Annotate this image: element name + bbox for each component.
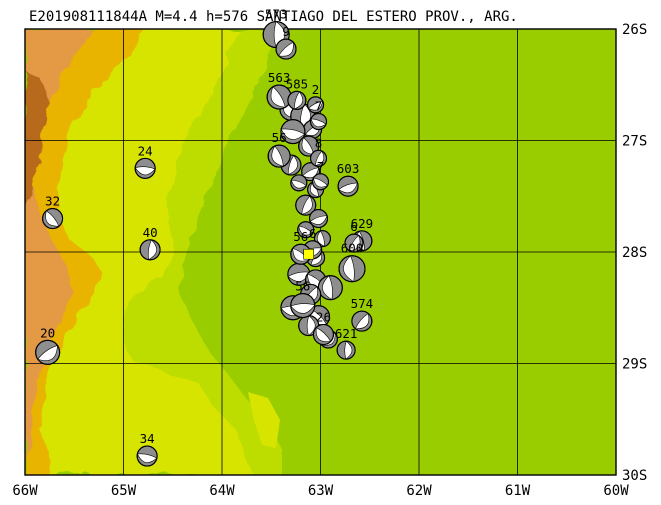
- beachball-outline: [136, 445, 158, 467]
- beachball: [267, 144, 291, 168]
- beachball-outline: [312, 323, 335, 346]
- beachball-outline: [290, 292, 316, 319]
- mechanism-label: 8: [315, 135, 323, 150]
- mechanism-label: 56: [295, 279, 310, 294]
- lon-tick-label: 64W: [209, 483, 235, 499]
- lat-tick-label: 30S: [622, 468, 647, 484]
- mechanism-label: 9: [282, 24, 290, 39]
- lon-tick-label: 65W: [111, 483, 137, 499]
- map-frame: [24, 28, 617, 476]
- lat-tick-label: 27S: [622, 134, 647, 150]
- beachball: [297, 221, 315, 239]
- beachball-outline: [309, 149, 328, 167]
- beachball: [311, 173, 330, 191]
- mechanism-label: 56: [272, 130, 287, 145]
- mechanism-label: 26: [316, 310, 331, 325]
- lon-tick-label: 61W: [505, 483, 531, 499]
- beachball: [337, 175, 359, 197]
- beachball-outline: [35, 339, 61, 365]
- beachball-outline: [295, 194, 317, 216]
- beachball-outline: [134, 157, 156, 179]
- mechanism-label: 585: [286, 76, 309, 91]
- mechanism-label: 573: [265, 7, 288, 22]
- mechanism-label: 7: [317, 159, 325, 174]
- beachball: [35, 339, 61, 365]
- beachball-outline: [338, 255, 366, 283]
- mechanism-label: 603: [337, 161, 360, 176]
- beachball: [309, 149, 328, 167]
- mechanism-label: 32: [45, 194, 60, 209]
- mechanism-label: 24: [138, 143, 153, 158]
- beachball: [307, 96, 325, 114]
- beachball-outline: [336, 340, 356, 360]
- beachball-outline: [267, 144, 291, 168]
- beachball: [338, 255, 366, 283]
- mechanism-label: 6: [350, 219, 358, 234]
- beachball-outline: [287, 90, 307, 110]
- beachball: [351, 310, 373, 332]
- beachball-outline: [42, 208, 64, 230]
- beachball-outline: [311, 173, 330, 191]
- beachball-outline: [351, 310, 373, 332]
- lat-tick-label: 26S: [622, 22, 647, 38]
- peak-area: [25, 70, 48, 210]
- beachball-outline: [297, 221, 315, 239]
- beachball: [280, 119, 306, 145]
- mechanism-label: 600: [341, 241, 364, 256]
- mechanism-label: 34: [140, 431, 155, 446]
- lon-tick-label: 66W: [12, 483, 38, 499]
- beachball-outline: [275, 38, 297, 60]
- beachball: [290, 174, 308, 192]
- beachball-outline: [301, 162, 321, 182]
- axis-labels: 66W 65W 64W 63W 62W 61W 60W 26S 27S 28S 29S 30S: [12, 22, 647, 499]
- mechanism-label: 6: [309, 226, 317, 241]
- beachball-outline: [139, 239, 161, 261]
- lat-tick-label: 29S: [622, 357, 647, 373]
- beachball: [275, 38, 297, 60]
- beachball: [134, 157, 156, 179]
- beachball: [42, 208, 64, 230]
- mechanism-label: 20: [40, 325, 55, 340]
- beachball: [298, 135, 320, 157]
- beachball: [139, 239, 161, 261]
- beachball-outline: [308, 209, 329, 229]
- event-marker: [303, 248, 314, 260]
- lon-tick-label: 62W: [406, 483, 432, 499]
- map-title: E201908111844A M=4.4 h=576 SANTIAGO DEL …: [29, 9, 518, 25]
- beachball: [136, 445, 158, 467]
- beachball-outline: [280, 119, 306, 145]
- lon-tick-label: 63W: [308, 483, 334, 499]
- beachball: [290, 292, 316, 319]
- beachball: [344, 233, 364, 253]
- mechanism-label: 56: [293, 229, 308, 244]
- beachball-outline: [313, 230, 332, 248]
- mechanism-label: 2: [312, 82, 320, 97]
- mechanism-label: 574: [351, 296, 374, 311]
- beachball: [308, 209, 329, 229]
- mechanism-label: 563: [268, 70, 291, 85]
- beachball-outline: [309, 112, 328, 131]
- beachball: [312, 323, 335, 346]
- mechanism-label: 629: [351, 216, 374, 231]
- beachball-outline: [298, 135, 320, 157]
- beachball: [317, 275, 343, 301]
- beachball: [336, 340, 356, 360]
- mechanism-label: 7: [315, 99, 323, 114]
- lon-tick-label: 60W: [603, 483, 629, 499]
- mechanism-label: 621: [335, 326, 358, 341]
- beachball-outline: [344, 233, 364, 253]
- beachball-outline: [307, 96, 325, 114]
- beachball-outline: [337, 175, 359, 197]
- mechanism-label: 40: [143, 225, 158, 240]
- beachball: [287, 90, 307, 110]
- upland-pocket-south: [248, 392, 280, 448]
- beachball-outline: [290, 174, 308, 192]
- lat-tick-label: 28S: [622, 245, 647, 261]
- beachball: [309, 112, 328, 131]
- beachball: [295, 194, 317, 216]
